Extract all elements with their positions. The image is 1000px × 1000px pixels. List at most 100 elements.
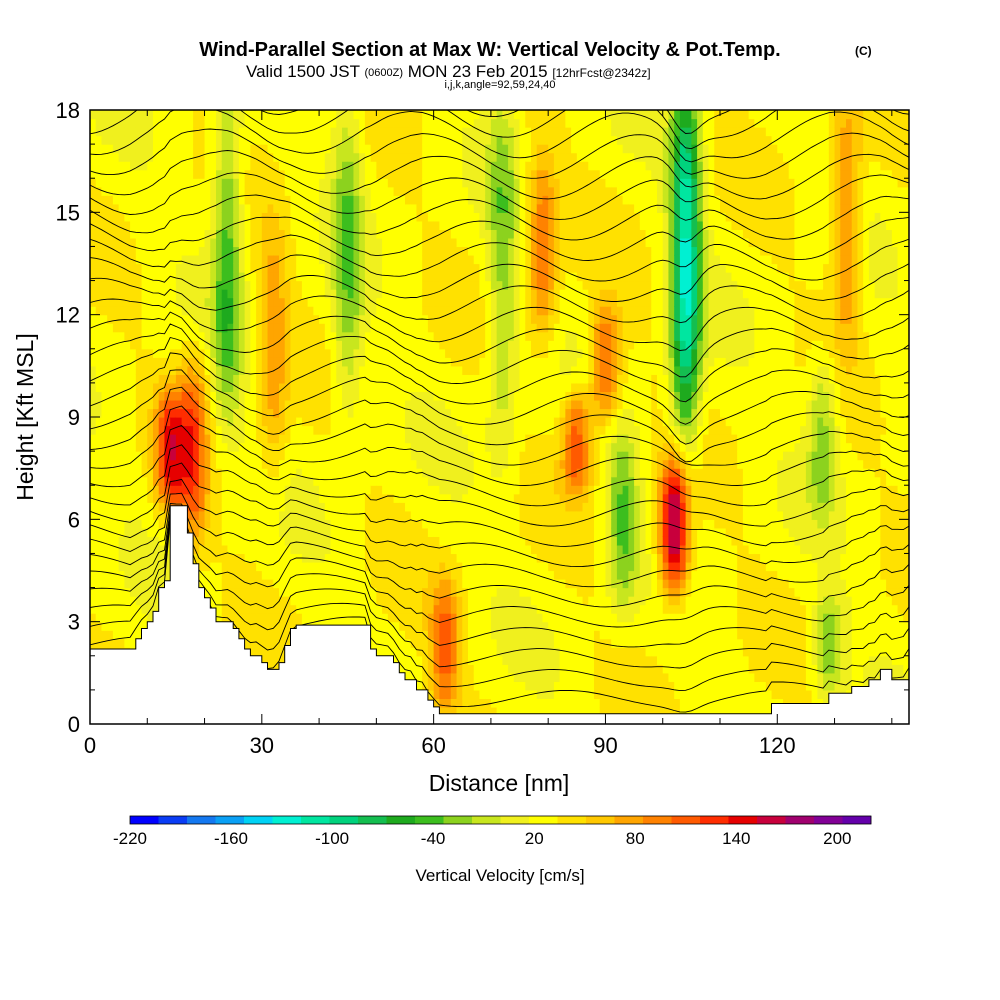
velocity-cell [198,127,206,137]
velocity-cell [433,323,440,333]
velocity-cell [479,655,486,665]
velocity-cell [158,331,166,341]
velocity-cell [433,519,440,529]
velocity-cell [227,604,234,614]
velocity-cell [393,544,400,555]
velocity-cell [273,536,280,546]
velocity-cell [307,203,314,213]
velocity-cell [118,135,125,145]
velocity-cell [273,254,280,265]
velocity-cell [227,519,234,529]
velocity-cell [101,417,108,427]
velocity-cell [479,110,486,120]
velocity-cell [342,570,349,580]
velocity-cell [233,442,240,452]
velocity-cell [296,510,303,520]
velocity-cell [279,246,286,256]
velocity-cell [359,348,366,358]
velocity-cell [175,127,183,137]
velocity-cell [141,127,148,137]
velocity-cell [393,519,400,529]
velocity-cell [364,272,372,282]
velocity-cell [250,493,257,503]
velocity-cell [90,246,97,256]
velocity-cell [216,579,223,589]
velocity-cell [130,587,137,597]
velocity-cell [405,229,412,239]
velocity-cell [244,186,251,196]
velocity-cell [405,110,412,120]
velocity-cell [433,135,440,145]
velocity-cell [387,152,395,162]
velocity-cell [175,425,183,435]
velocity-cell [198,306,206,316]
velocity-cell [347,485,355,495]
velocity-cell [279,382,286,393]
velocity-cell [422,655,429,665]
velocity-cell [433,399,440,410]
velocity-cell [267,152,274,162]
velocity-cell [112,596,120,606]
velocity-cell [130,263,137,273]
velocity-cell [479,553,486,563]
velocity-cell [433,425,440,435]
velocity-cell [485,621,492,631]
velocity-cell [261,613,269,623]
velocity-cell [267,229,274,239]
velocity-cell [473,638,481,648]
velocity-cell [158,357,166,367]
velocity-cell [198,485,206,495]
velocity-cell [244,118,251,128]
velocity-cell [153,468,160,478]
velocity-cell [130,144,137,154]
velocity-cell [370,203,377,213]
velocity-cell [290,323,297,333]
velocity-cell [382,357,389,367]
velocity-cell [462,417,469,427]
velocity-cell [364,314,372,324]
velocity-cell [427,468,435,478]
velocity-cell [193,493,200,503]
velocity-cell [227,459,234,469]
velocity-cell [158,502,166,512]
velocity-cell [181,468,188,478]
velocity-cell [233,127,240,137]
velocity-cell [181,306,188,316]
velocity-cell [399,382,406,393]
velocity-cell [124,570,131,580]
velocity-cell [221,357,229,367]
velocity-cell [193,280,200,290]
velocity-cell [422,144,429,154]
velocity-cell [450,220,458,230]
velocity-cell [456,169,463,179]
velocity-cell [158,374,166,384]
velocity-cell [238,570,246,580]
velocity-cell [342,229,349,239]
velocity-cell [250,391,257,401]
velocity-cell [324,220,332,230]
velocity-cell [267,399,274,410]
velocity-cell [336,502,343,512]
velocity-cell [273,527,280,537]
velocity-cell [376,485,383,495]
velocity-cell [485,681,492,691]
velocity-cell [256,604,263,614]
velocity-cell [147,263,154,273]
velocity-cell [336,152,343,162]
velocity-cell [393,161,400,171]
velocity-cell [427,553,435,563]
velocity-cell [198,399,206,410]
velocity-cell [376,570,383,580]
velocity-cell [221,331,229,341]
velocity-cell [175,485,183,495]
velocity-cell [473,203,481,213]
velocity-cell [319,306,326,316]
velocity-cell [221,417,229,427]
velocity-cell [170,314,177,324]
velocity-cell [462,135,469,145]
velocity-cell [238,604,246,614]
velocity-cell [153,510,160,520]
velocity-cell [342,408,349,418]
velocity-cell [330,127,337,137]
velocity-cell [347,220,355,230]
